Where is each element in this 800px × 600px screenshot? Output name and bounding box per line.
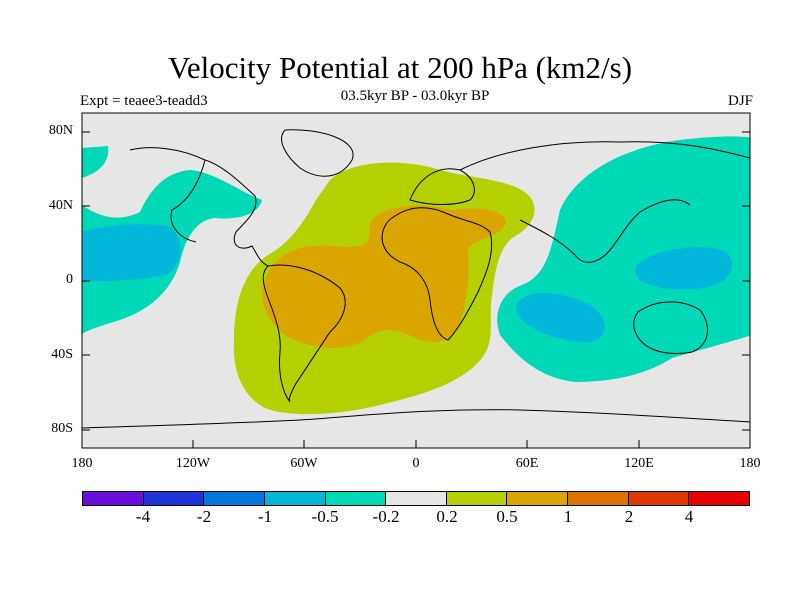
colorbar-label: 4 xyxy=(684,507,694,526)
colorbar-cell xyxy=(446,492,508,505)
colorbar-label: 0.5 xyxy=(496,507,518,526)
lat-tick-label: 40S xyxy=(51,347,73,362)
colorbar-label: -4 xyxy=(135,507,151,526)
lat-tick-label: 40N xyxy=(48,198,73,213)
colorbar-label: 1 xyxy=(563,507,573,526)
colorbar-cell xyxy=(568,492,629,505)
colorbar-cell xyxy=(386,492,447,505)
colorbar-label: -1 xyxy=(257,507,273,526)
lat-tick-label: 80S xyxy=(51,421,73,436)
colorbar-cell xyxy=(325,492,387,505)
colorbar-cell xyxy=(143,492,205,505)
colorbar-cell xyxy=(264,492,326,505)
lon-tick-label: 120E xyxy=(624,456,654,471)
colorbar-label: -0.2 xyxy=(372,507,400,526)
coastlines xyxy=(82,129,750,429)
lon-tick-label: 120W xyxy=(175,456,211,471)
colorbar-cell xyxy=(628,492,690,505)
negative-anomaly-east-pacific-2 xyxy=(82,224,181,282)
plot-title: Velocity Potential at 200 hPa (km2/s) xyxy=(167,50,633,85)
lon-tick-label: 60E xyxy=(515,456,539,471)
lat-tick-label: 0 xyxy=(66,272,73,287)
season-label: DJF xyxy=(727,93,753,109)
lon-tick-label: 60W xyxy=(290,456,318,471)
strong-negative-anomaly-maritime-continent xyxy=(635,247,733,290)
lat-tick-label: 80N xyxy=(48,123,73,138)
lon-tick-label: 180 xyxy=(739,456,761,471)
experiment-label: Expt = teaee3-teadd3 xyxy=(80,93,208,109)
colorbar-cell xyxy=(204,492,265,505)
colorbar-label: -0.5 xyxy=(311,507,339,526)
strong-negative-anomaly-east-pacific xyxy=(516,292,605,343)
colorbar-label: -2 xyxy=(196,507,212,526)
core-positive-anomaly-south-america-africa xyxy=(262,205,506,348)
negative-anomaly-arctic-strip xyxy=(82,146,109,178)
colorbar-cell xyxy=(507,492,569,505)
lon-tick-label: 0 xyxy=(412,456,420,471)
lon-tick-label: 180 xyxy=(71,456,93,471)
negative-anomaly-arctic-strip-east xyxy=(705,146,750,171)
colorbar-label: 2 xyxy=(624,507,634,526)
period-label: 03.5kyr BP - 03.0kyr BP xyxy=(340,88,490,104)
colorbar xyxy=(82,491,750,506)
axis-ticks xyxy=(82,131,750,448)
colorbar-label: 0.2 xyxy=(436,507,458,526)
colorbar-cell xyxy=(689,492,750,505)
colorbar-cell xyxy=(83,492,144,505)
